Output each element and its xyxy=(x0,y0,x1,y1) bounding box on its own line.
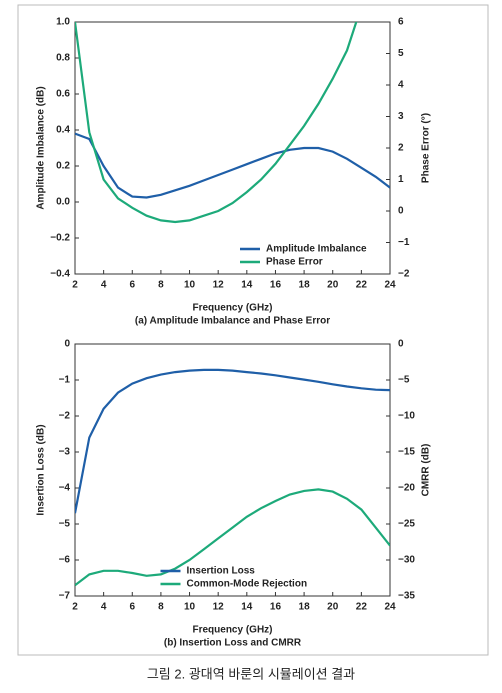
y-tick-label: −4 xyxy=(59,483,71,494)
y2-tick-label: −25 xyxy=(398,519,415,530)
x-tick-label: 14 xyxy=(241,280,253,291)
x-axis-title: Frequency (GHz) xyxy=(192,303,272,314)
x-axis-title: Frequency (GHz) xyxy=(192,625,272,636)
x-tick-label: 4 xyxy=(101,280,107,291)
x-tick-label: 10 xyxy=(184,602,196,613)
y-tick-label: −1 xyxy=(59,375,71,386)
series-line xyxy=(75,132,390,199)
series-group xyxy=(75,22,390,224)
y2-tick-label: −1 xyxy=(398,237,410,248)
x-tick-label: 20 xyxy=(327,602,339,613)
y2-axis-title: CMRR (dB) xyxy=(421,444,432,497)
y-axis-title: Amplitude Imbalance (dB) xyxy=(36,86,47,209)
series-group xyxy=(75,368,390,587)
x-tick-label: 12 xyxy=(213,602,225,613)
y-tick-label: −0.2 xyxy=(50,233,70,244)
figure-frame xyxy=(17,4,489,656)
y-axis-title: Insertion Loss (dB) xyxy=(36,424,47,515)
x-tick-label: 8 xyxy=(158,602,164,613)
legend-label: Common-Mode Rejection xyxy=(187,579,308,590)
y-tick-label: 0 xyxy=(64,339,70,350)
y-tick-label: 0.8 xyxy=(56,53,70,64)
x-tick-label: 2 xyxy=(72,280,78,291)
y2-tick-label: −5 xyxy=(398,375,410,386)
x-tick-label: 4 xyxy=(101,602,107,613)
legend-label: Phase Error xyxy=(266,257,323,268)
x-tick-label: 18 xyxy=(299,602,311,613)
y-tick-label: −3 xyxy=(59,447,71,458)
y2-tick-label: −30 xyxy=(398,555,415,566)
chart-title: (b) Insertion Loss and CMRR xyxy=(164,638,302,649)
y2-tick-label: −35 xyxy=(398,591,415,602)
y-tick-label: −5 xyxy=(59,519,71,530)
x-tick-label: 24 xyxy=(384,602,396,613)
x-tick-label: 24 xyxy=(384,280,396,291)
y-tick-label: −7 xyxy=(59,591,71,602)
y-tick-label: 0.2 xyxy=(56,161,70,172)
series-line xyxy=(75,368,390,514)
y2-tick-label: 5 xyxy=(398,48,404,59)
y2-tick-label: −20 xyxy=(398,483,415,494)
legend-label: Insertion Loss xyxy=(187,566,256,577)
chart-title: (a) Amplitude Imbalance and Phase Error xyxy=(135,316,330,327)
y2-tick-label: 3 xyxy=(398,111,404,122)
y2-tick-label: 0 xyxy=(398,206,404,217)
x-tick-label: 2 xyxy=(72,602,78,613)
y2-tick-label: 1 xyxy=(398,174,404,185)
y2-tick-label: −15 xyxy=(398,447,415,458)
x-tick-label: 22 xyxy=(356,280,368,291)
y-tick-label: 0.6 xyxy=(56,89,70,100)
y-tick-label: −6 xyxy=(59,555,71,566)
x-tick-label: 10 xyxy=(184,280,196,291)
x-tick-label: 6 xyxy=(129,280,135,291)
y-tick-label: −2 xyxy=(59,411,71,422)
x-tick-label: 20 xyxy=(327,280,339,291)
x-tick-label: 12 xyxy=(213,280,225,291)
y2-tick-label: 2 xyxy=(398,143,404,154)
plot-frame xyxy=(74,343,391,597)
x-tick-label: 18 xyxy=(299,280,311,291)
legend-label: Amplitude Imbalance xyxy=(266,244,367,255)
x-tick-label: 8 xyxy=(158,280,164,291)
y-tick-label: 0.0 xyxy=(56,197,70,208)
y2-tick-label: 0 xyxy=(398,339,404,350)
x-tick-label: 16 xyxy=(270,280,282,291)
caption: 그림 2. 광대역 바룬의 시뮬레이션 결과 xyxy=(147,666,355,681)
x-tick-label: 16 xyxy=(270,602,282,613)
x-tick-label: 6 xyxy=(129,602,135,613)
y-tick-label: 0.4 xyxy=(56,125,70,136)
x-tick-label: 14 xyxy=(241,602,253,613)
y2-tick-label: −10 xyxy=(398,411,415,422)
series-line xyxy=(75,488,390,587)
y-tick-label: 1.0 xyxy=(56,17,70,28)
y2-axis-title: Phase Error (°) xyxy=(421,113,432,183)
y2-tick-label: −2 xyxy=(398,269,410,280)
x-tick-label: 22 xyxy=(356,602,368,613)
series-line xyxy=(75,22,358,224)
y-tick-label: −0.4 xyxy=(50,269,70,280)
y2-tick-label: 6 xyxy=(398,17,404,28)
y2-tick-label: 4 xyxy=(398,80,404,91)
